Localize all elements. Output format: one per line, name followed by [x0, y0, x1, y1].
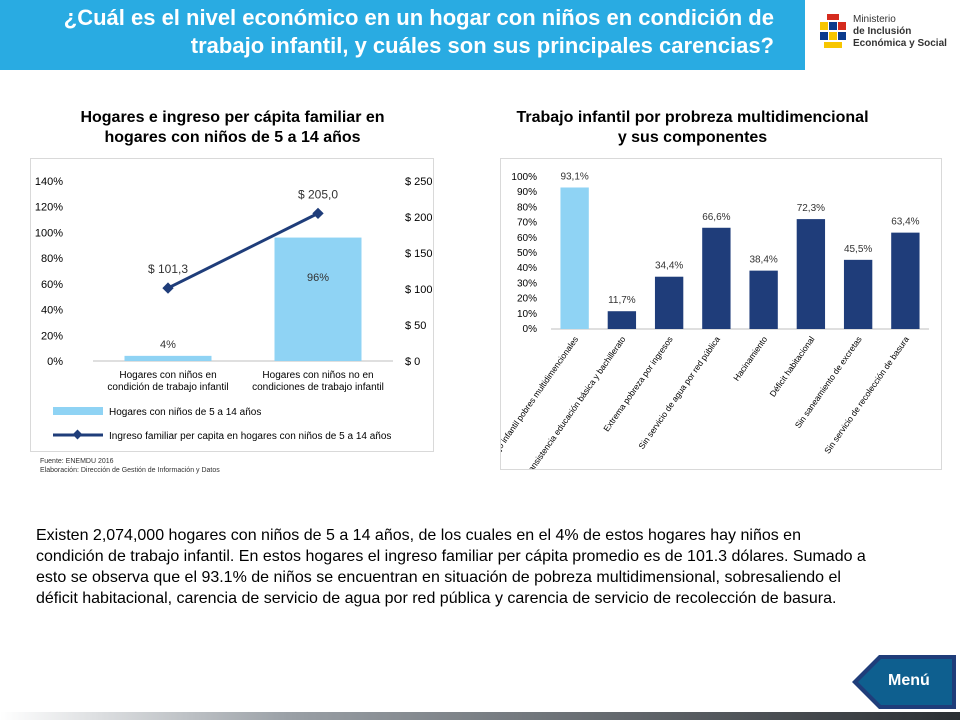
- bar: [607, 311, 637, 329]
- logo-text: Ministerio de Inclusión Económica y Soci…: [853, 14, 947, 50]
- line-point: [162, 282, 174, 294]
- left-axis-tick-label: 80%: [41, 253, 63, 265]
- chart2-svg: 0%10%20%30%40%50%60%70%80%90%100% 93,1%Tr…: [481, 171, 929, 479]
- source-note: Fuente: ENEMDU 2016 Elaboración: Direcci…: [40, 457, 220, 475]
- bar: [654, 276, 684, 329]
- y-axis-tick-label: 80%: [517, 202, 537, 213]
- left-axis-tick-label: 0%: [47, 356, 63, 368]
- summary-text: Existen 2,074,000 hogares con niños de 5…: [36, 527, 866, 607]
- footer-bar: [0, 712, 960, 720]
- category-tick-label: Sin servicio de agua por red pública: [636, 334, 722, 451]
- y-axis-tick-label: 100%: [511, 172, 537, 183]
- source-line: Fuente: ENEMDU 2016: [40, 458, 114, 465]
- left-axis-tick-label: 120%: [35, 202, 63, 214]
- bar-data-label: 66,6%: [702, 212, 730, 223]
- menu-button[interactable]: Menú: [852, 655, 956, 709]
- bar: [274, 237, 362, 361]
- category-tick-label: Inansistencia educación básica y bachill…: [522, 334, 628, 469]
- y-axis-tick-label: 20%: [517, 294, 537, 305]
- menu-label: Menú: [888, 672, 930, 689]
- bar-data-label: 63,4%: [891, 217, 919, 228]
- chart1-title: Hogares e ingreso per cápita familiar en…: [80, 109, 385, 146]
- y-axis-tick-label: 40%: [517, 263, 537, 274]
- legend-swatch-bars: [53, 407, 103, 415]
- category-tick-label: Sin servicio de recolección de basura: [822, 334, 911, 455]
- ministry-logo: Ministerio de Inclusión Económica y Soci…: [818, 12, 953, 58]
- ecuador-seal-icon: [820, 14, 846, 48]
- line-data-label: $ 101,3: [148, 262, 188, 276]
- chart2-frame: 0% 10% 20% 30% 40% 50% 60% 70% 80% 90% 100% 93,1% Tr…: [481, 158, 942, 479]
- category-tick-label: condiciones de trabajo infantil: [252, 382, 384, 393]
- legend-marker: [72, 429, 83, 440]
- bar-data-label: 45,5%: [844, 244, 872, 255]
- bar-data-label: 34,4%: [655, 261, 683, 272]
- bar-data-label: 38,4%: [749, 255, 777, 266]
- line-point: [312, 207, 324, 220]
- logo-line-3: Económica y Social: [853, 38, 947, 49]
- left-axis-tick-label: 40%: [41, 305, 63, 317]
- header-band: ¿Cuál es el nivel económico en un hogar …: [0, 0, 805, 70]
- bar: [702, 227, 731, 329]
- bar: [891, 232, 920, 329]
- right-axis-tick-label: $ 250: [405, 176, 433, 188]
- bar: [560, 187, 589, 329]
- income-line: [167, 212, 319, 290]
- left-axis-tick-label: 20%: [41, 330, 63, 342]
- chart1-frame: 0% 20% 40% 60% 80% 100% 120% 140% $ 0 $ 50 $ 100 $ …: [30, 158, 434, 452]
- category-tick-label: Hogares con niños en: [119, 370, 216, 381]
- right-axis-tick-label: $ 50: [405, 320, 426, 332]
- bar-data-label: 11,7%: [608, 295, 636, 306]
- right-axis-tick-label: $ 150: [405, 248, 433, 260]
- y-axis-tick-label: 90%: [517, 187, 537, 198]
- y-axis-tick-label: 50%: [517, 248, 537, 259]
- page-title: ¿Cuál es el nivel económico en un hogar …: [63, 5, 774, 58]
- left-axis-tick-label: 100%: [35, 227, 63, 239]
- bar: [749, 270, 778, 329]
- bar-data-label: 72,3%: [797, 203, 825, 214]
- category-tick-label: Hacinamiento: [731, 334, 769, 383]
- right-axis-tick-label: $ 0: [405, 356, 420, 368]
- y-axis-tick-label: 60%: [517, 233, 537, 244]
- line-data-label: $ 205,0: [298, 187, 338, 201]
- bar: [796, 219, 826, 329]
- category-tick-label: Hogares con niños no en: [262, 370, 373, 381]
- arrow-left-icon: [852, 655, 956, 709]
- y-axis-tick-label: 70%: [517, 218, 537, 229]
- logo-line-1: Ministerio: [853, 14, 896, 25]
- bar-data-label: 4%: [160, 339, 176, 351]
- y-axis-tick-label: 30%: [517, 278, 537, 289]
- y-axis-tick-label: 0%: [523, 324, 538, 335]
- left-axis-tick-label: 140%: [35, 176, 63, 188]
- category-tick-label: Déficit habitacional: [767, 334, 816, 398]
- legend-label: Ingreso familiar per capita en hogares c…: [109, 431, 391, 442]
- elaboration-line: Elaboración: Dirección de Gestión de Inf…: [40, 467, 220, 474]
- bar-data-label: 96%: [307, 272, 329, 284]
- chart1-svg: 0% 20% 40% 60% 80% 100% 120% 140% $ 0 $ 50 $ 100 $ …: [35, 176, 433, 442]
- bar: [124, 355, 212, 361]
- logo-line-2: de Inclusión: [853, 26, 912, 37]
- bar-data-label: 93,1%: [560, 171, 588, 182]
- category-tick-label: condición de trabajo infantil: [107, 382, 228, 393]
- left-axis-tick-label: 60%: [41, 279, 63, 291]
- y-axis-tick-label: 10%: [517, 309, 537, 320]
- right-axis-tick-label: $ 100: [405, 284, 433, 296]
- bar: [843, 259, 873, 329]
- legend-label: Hogares con niños de 5 a 14 años: [109, 407, 261, 418]
- right-axis-tick-label: $ 200: [405, 212, 433, 224]
- chart2-title: Trabajo infantil por probreza multidimen…: [516, 109, 869, 146]
